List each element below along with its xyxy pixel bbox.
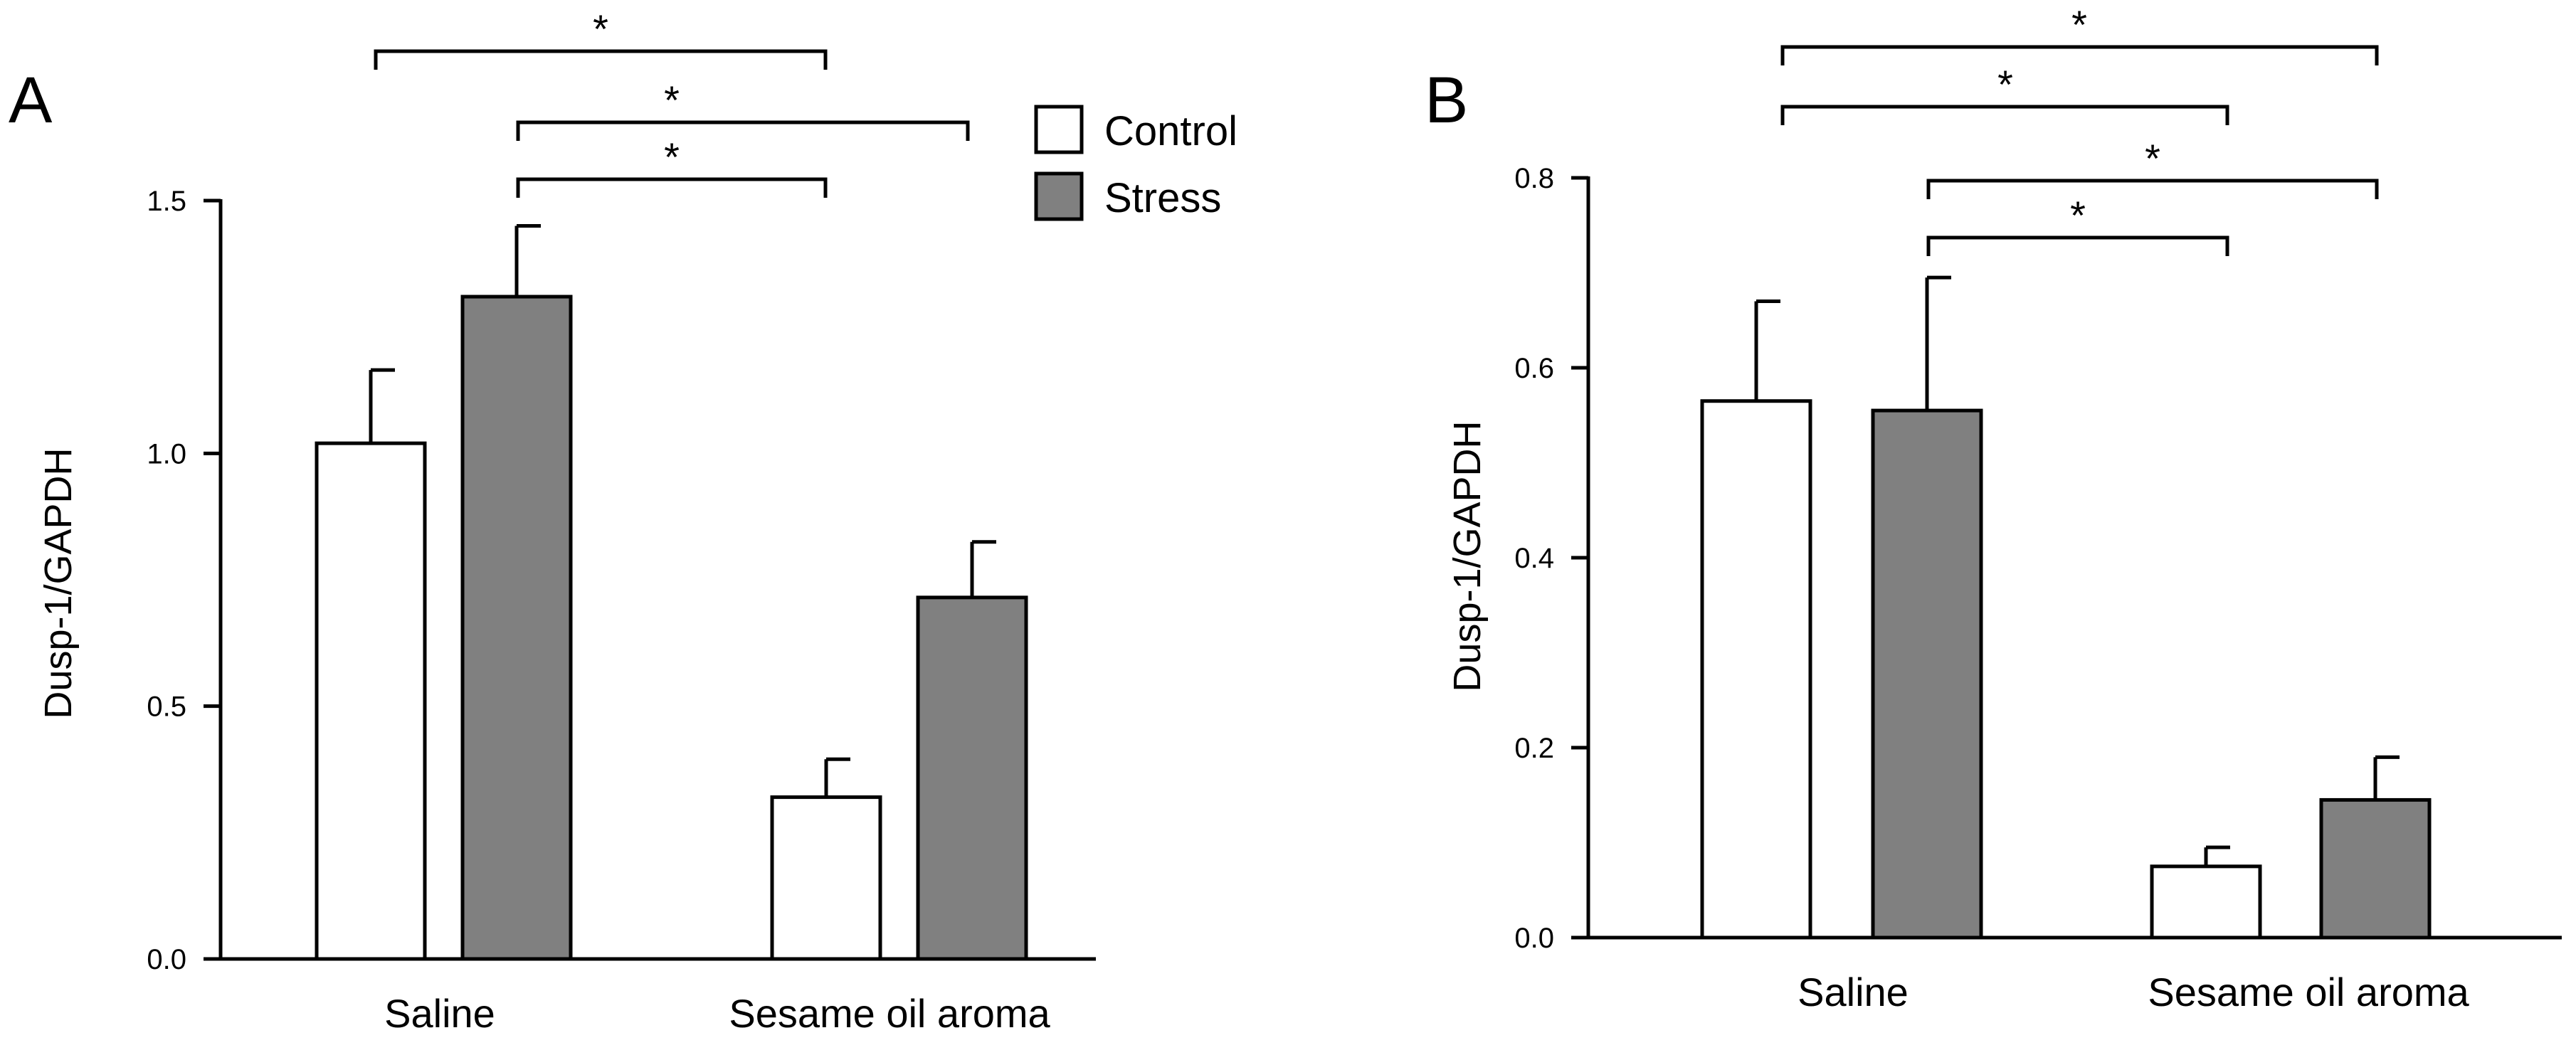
bar-saline-control bbox=[315, 441, 427, 961]
panel-letter: B bbox=[1425, 64, 1468, 137]
significance-star: * bbox=[2070, 193, 2086, 238]
significance-star: * bbox=[593, 6, 608, 51]
significance-bracket bbox=[516, 177, 828, 198]
legend-swatch-control bbox=[1034, 105, 1084, 154]
bar-sesame-oil-aroma-control bbox=[770, 795, 882, 961]
significance-bracket bbox=[1926, 179, 2379, 199]
bar-saline-control bbox=[1700, 399, 1812, 940]
significance-star: * bbox=[664, 78, 680, 122]
legend: Control Stress bbox=[1034, 105, 1237, 221]
y-axis-label: Dusp-1/GAPDH bbox=[37, 447, 80, 718]
panel-b-chart: B 0.0 0.2 0.4 0.6 0.8 Dusp-1/GAPDH Saline Sesame… bbox=[1425, 2, 2562, 1014]
legend-swatch-stress bbox=[1034, 171, 1084, 221]
panel-a-chart: A 0.0 0.5 1.0 1.5 Dusp-1/GAPDH Saline Sesame oi… bbox=[9, 6, 1096, 1036]
bar-sesame-oil-aroma-control bbox=[2150, 864, 2262, 940]
bar-sesame-oil-aroma-stress bbox=[2319, 797, 2432, 940]
x-category-label: Saline bbox=[384, 991, 495, 1036]
y-axis-label: Dusp-1/GAPDH bbox=[1446, 420, 1489, 691]
x-category-label: Sesame oil aroma bbox=[2148, 970, 2469, 1014]
significance-bracket bbox=[1926, 235, 2229, 256]
panel-letter: A bbox=[9, 64, 53, 137]
significance-bracket bbox=[1780, 45, 2379, 65]
significance-bracket bbox=[516, 120, 970, 141]
bar-sesame-oil-aroma-stress bbox=[916, 595, 1028, 961]
significance-star: * bbox=[2071, 2, 2087, 47]
bar-saline-stress bbox=[1871, 408, 1983, 940]
significance-bracket bbox=[1780, 105, 2229, 125]
bar-saline-stress bbox=[460, 295, 573, 961]
y-tick-label: 0.4 bbox=[1514, 543, 1554, 574]
y-tick-label: 0.2 bbox=[1514, 733, 1554, 764]
y-tick-label: 1.0 bbox=[147, 438, 186, 470]
y-tick-label: 0.6 bbox=[1514, 353, 1554, 384]
x-category-label: Sesame oil aroma bbox=[729, 991, 1050, 1036]
significance-star: * bbox=[1997, 62, 2013, 107]
y-tick-label: 0.5 bbox=[147, 691, 186, 723]
x-category-label: Saline bbox=[1798, 970, 1909, 1014]
legend-label-control: Control bbox=[1104, 108, 1237, 154]
y-tick-label: 0.8 bbox=[1514, 163, 1554, 194]
legend-label-stress: Stress bbox=[1104, 175, 1221, 221]
y-tick-label: 0.0 bbox=[1514, 923, 1554, 954]
y-tick-label: 0.0 bbox=[147, 944, 186, 975]
significance-bracket bbox=[374, 49, 828, 70]
y-tick-label: 1.5 bbox=[147, 186, 186, 217]
significance-star: * bbox=[664, 134, 680, 179]
significance-star: * bbox=[2145, 136, 2160, 181]
